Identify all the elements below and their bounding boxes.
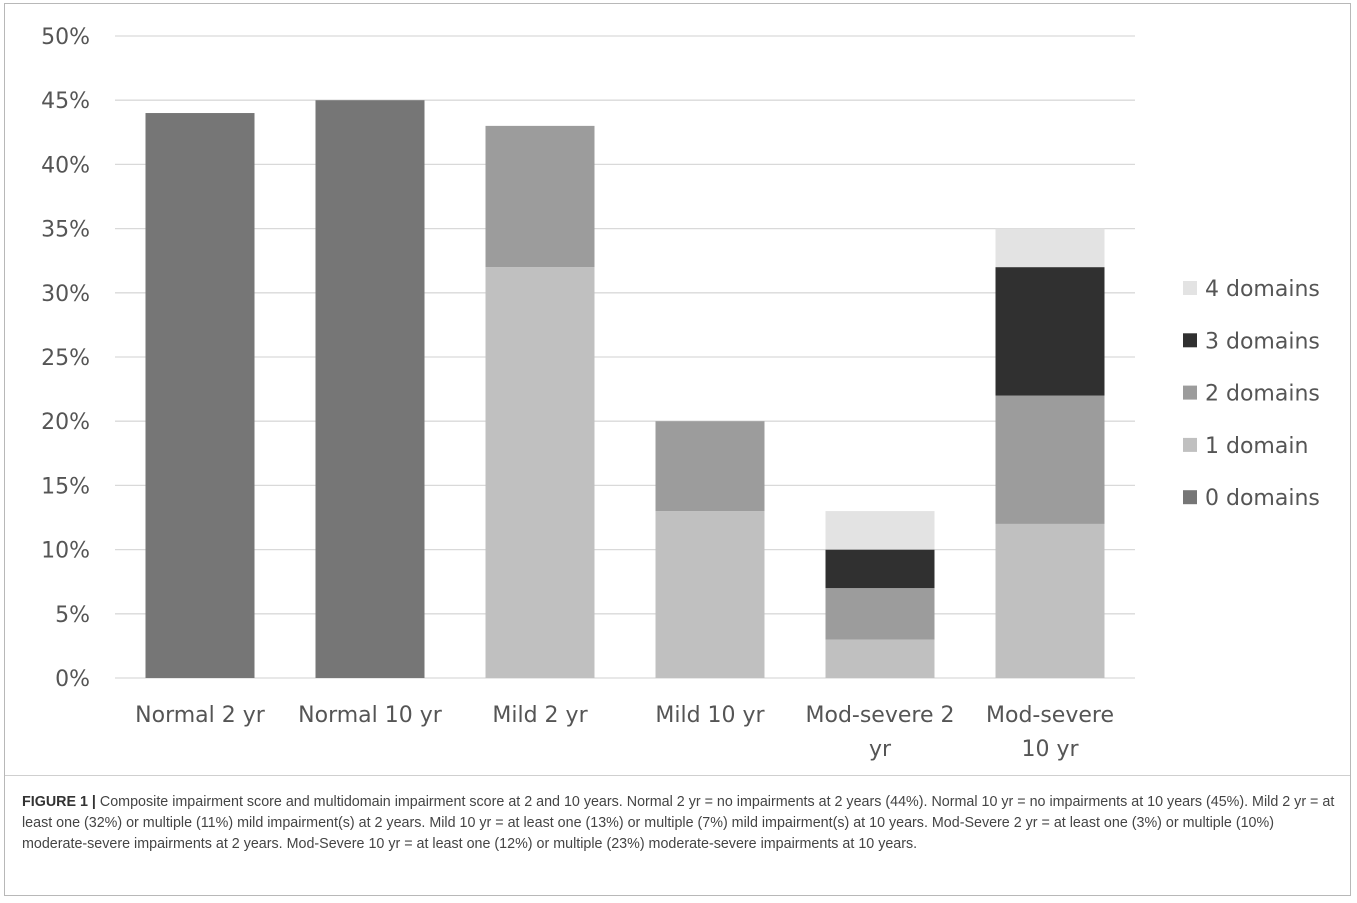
y-tick-label: 5% [55,603,90,628]
y-tick-label: 50% [41,25,90,50]
x-category-label: yr [869,737,892,762]
y-tick-label: 25% [41,346,90,371]
bar-segment-0-domains [145,113,255,679]
legend-swatch [1183,490,1197,505]
legend-swatch [1183,281,1197,295]
figure-caption: FIGURE 1 | Composite impairment score an… [22,792,1342,855]
bar-segment-4-domains [825,511,935,550]
legend-label: 2 domains [1205,382,1320,407]
y-tick-label: 35% [41,218,90,243]
bar-segment-3-domains [825,549,935,589]
x-axis-labels: Normal 2 yr Normal 10 yr Mild 2 yr Mild 10 … [135,703,1114,762]
bar-segment-2-domains [995,395,1105,524]
bar-segment-2-domains [655,421,765,512]
y-tick-label: 45% [41,89,90,114]
bar-segment-1-domain [655,511,765,678]
bar-segment-1-domain [995,523,1105,678]
y-tick-label: 30% [41,282,90,307]
legend: 4 domains 3 domains 2 domains 1 domain 0 dom… [1183,277,1320,511]
y-tick-label: 0% [55,667,90,692]
caption-text: Composite impairment score and multidoma… [22,794,1335,852]
y-tick-label: 40% [41,153,90,178]
legend-swatch [1183,437,1197,452]
x-category-label: Mod-severe 2 [806,703,955,728]
legend-swatch [1183,385,1197,400]
bar-segment-4-domains [995,228,1105,268]
bar-segment-3-domains [995,267,1105,396]
x-category-label: 10 yr [1021,737,1079,762]
caption-label: FIGURE 1 | [22,794,96,810]
y-axis-ticks: 0% 5% 10% 15% 20% 25% 30% 35% 40% 45% 50% [41,25,90,692]
bar-segment-1-domain [485,267,595,678]
legend-label: 4 domains [1205,277,1320,302]
y-tick-label: 10% [41,539,90,564]
bar-segment-1-domain [825,639,935,678]
x-category-label: Normal 2 yr [135,703,266,728]
bar-segment-2-domains [825,588,935,640]
x-category-label: Normal 10 yr [298,703,443,728]
y-tick-label: 15% [41,474,90,499]
legend-label: 0 domains [1205,486,1320,511]
legend-label: 3 domains [1205,329,1320,354]
gridlines [115,35,1135,679]
bar-segment-2-domains [485,125,595,268]
legend-swatch [1183,333,1197,348]
stacked-bar-chart: 0% 5% 10% 15% 20% 25% 30% 35% 40% 45% 50% Normal 2… [41,25,1320,762]
x-category-label: Mod-severe [986,703,1114,728]
caption-divider [5,775,1350,776]
y-tick-label: 20% [41,410,90,435]
legend-label: 1 domain [1205,434,1308,459]
x-category-label: Mild 10 yr [655,703,765,728]
bar-segment-0-domains [315,100,425,678]
bars [145,100,1105,679]
x-category-label: Mild 2 yr [492,703,588,728]
